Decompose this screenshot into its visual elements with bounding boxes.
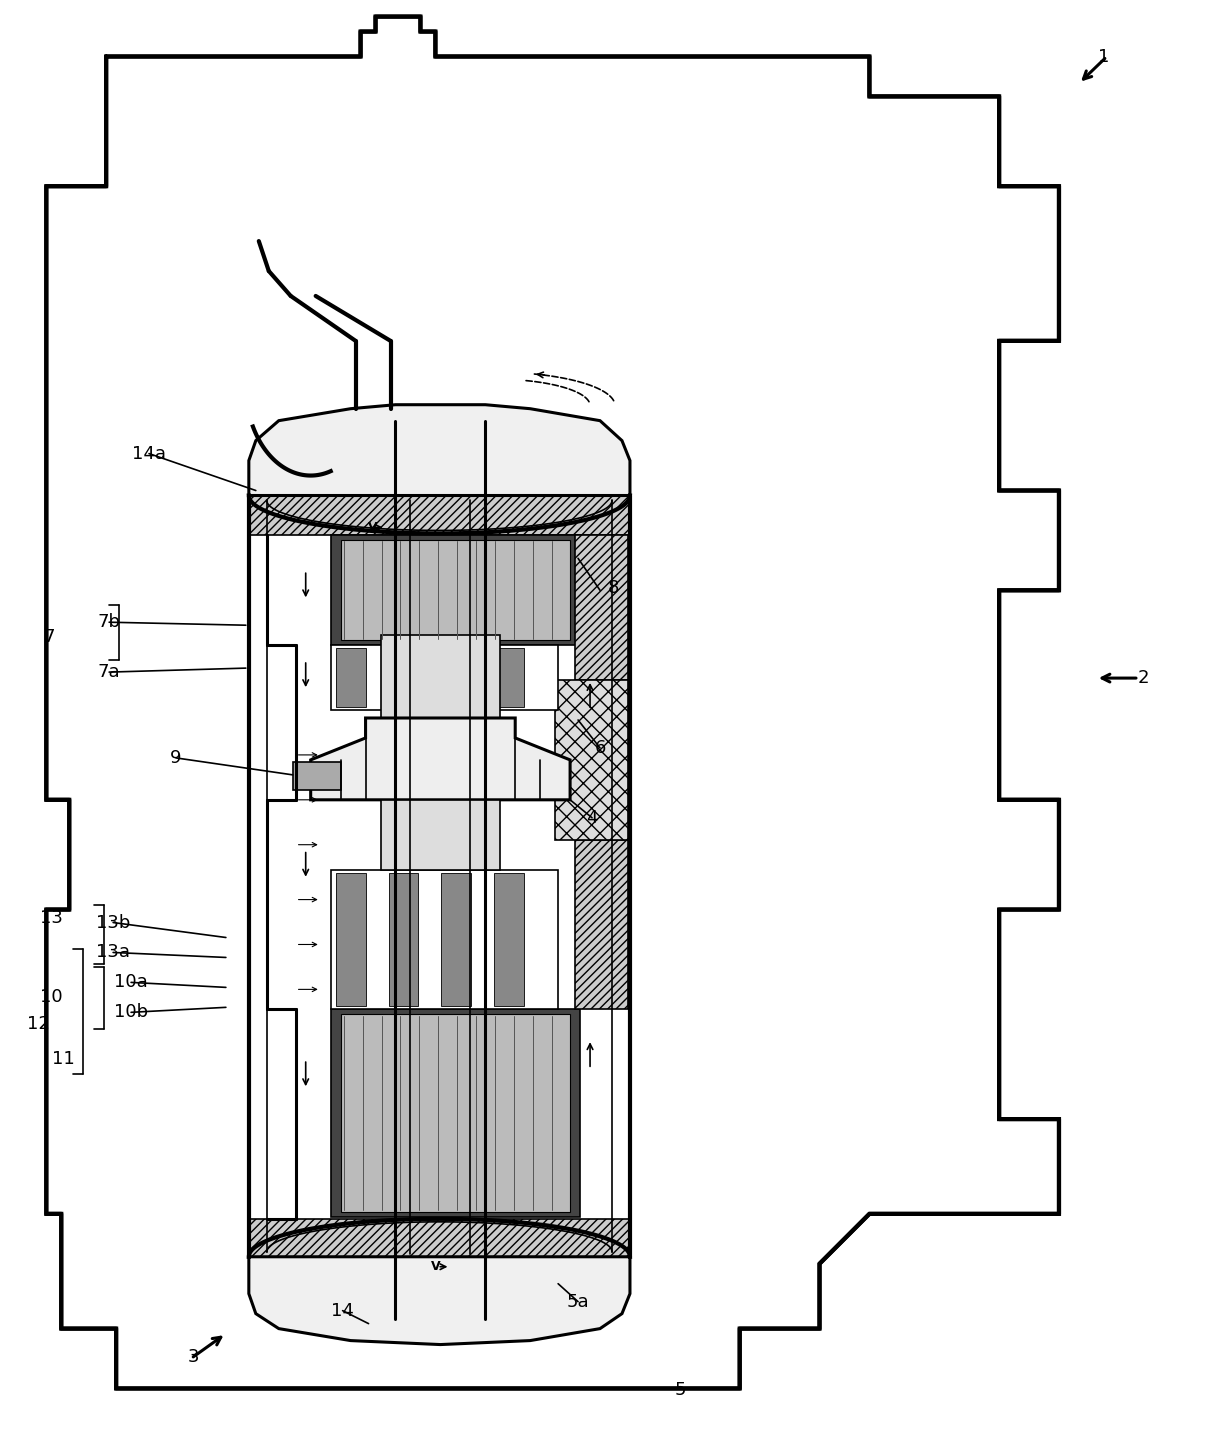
Text: 2: 2 (1138, 669, 1149, 687)
Text: V: V (431, 1260, 441, 1273)
Text: 9: 9 (170, 749, 181, 768)
Text: 8: 8 (607, 580, 618, 597)
Text: 12: 12 (27, 1015, 50, 1034)
Text: V: V (367, 521, 377, 534)
Polygon shape (340, 540, 570, 640)
Text: 13b: 13b (95, 914, 130, 932)
Polygon shape (381, 800, 501, 869)
Text: 13a: 13a (97, 944, 130, 961)
Polygon shape (248, 1257, 630, 1345)
Polygon shape (47, 17, 1059, 1389)
Polygon shape (381, 636, 501, 720)
Polygon shape (575, 536, 628, 680)
Polygon shape (442, 872, 471, 1007)
Polygon shape (330, 536, 580, 646)
Polygon shape (340, 1014, 570, 1211)
Polygon shape (248, 405, 630, 495)
Text: 4: 4 (586, 809, 597, 826)
Polygon shape (330, 869, 558, 1010)
Text: 5a: 5a (567, 1293, 590, 1310)
Text: 5: 5 (674, 1382, 685, 1399)
Polygon shape (248, 1219, 630, 1257)
Polygon shape (388, 872, 419, 1007)
Polygon shape (293, 762, 340, 790)
Text: 7: 7 (44, 629, 55, 646)
Text: 14a: 14a (132, 444, 166, 463)
Text: 11: 11 (51, 1050, 75, 1068)
Text: 10: 10 (40, 988, 62, 1007)
Polygon shape (388, 649, 419, 707)
Text: 1: 1 (1098, 47, 1110, 66)
Polygon shape (330, 646, 558, 710)
Polygon shape (494, 649, 524, 707)
Polygon shape (556, 680, 628, 839)
Polygon shape (442, 649, 471, 707)
Polygon shape (575, 839, 628, 1010)
Text: 7a: 7a (98, 663, 120, 682)
Text: 3: 3 (187, 1348, 198, 1366)
Polygon shape (330, 1010, 580, 1217)
Polygon shape (248, 495, 630, 536)
Text: 7b: 7b (98, 613, 121, 632)
Text: 10b: 10b (114, 1004, 148, 1021)
Text: 14: 14 (332, 1302, 354, 1320)
Polygon shape (494, 872, 524, 1007)
Text: 10a: 10a (114, 974, 148, 991)
Text: 6: 6 (595, 739, 606, 758)
Text: 13: 13 (40, 908, 62, 927)
Polygon shape (311, 717, 570, 800)
Polygon shape (335, 649, 366, 707)
Polygon shape (335, 872, 366, 1007)
